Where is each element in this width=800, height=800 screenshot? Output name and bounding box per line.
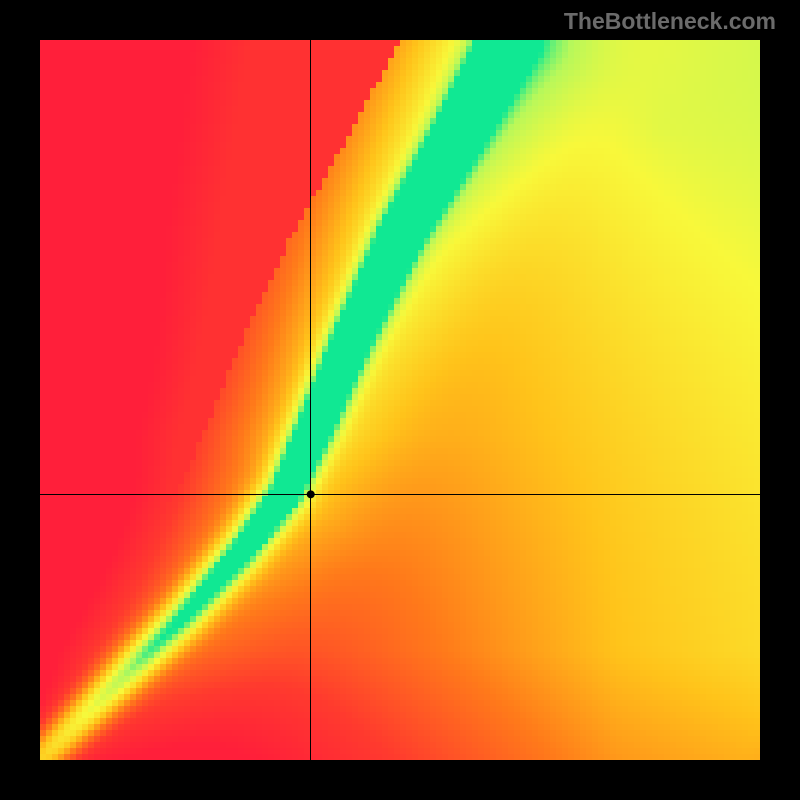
chart-root: TheBottleneck.com	[0, 0, 800, 800]
heatmap-canvas	[40, 40, 760, 760]
watermark-text: TheBottleneck.com	[564, 8, 776, 35]
